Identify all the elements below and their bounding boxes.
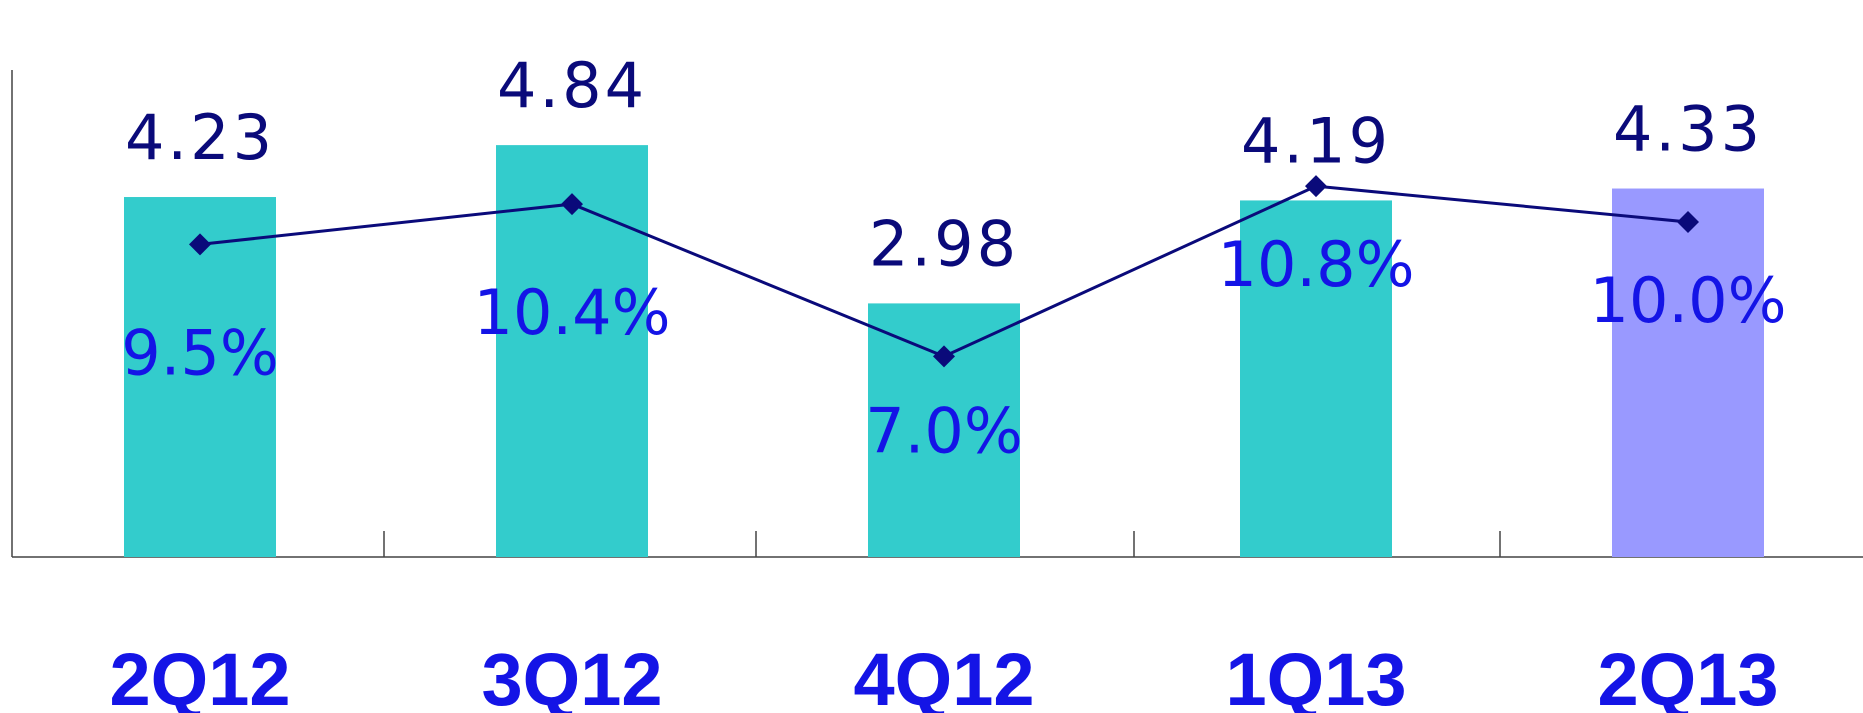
x-tick-label: 2Q13: [1597, 638, 1778, 713]
bar-value-label: 4.84: [497, 49, 647, 122]
line-value-label: 10.0%: [1590, 264, 1787, 337]
line-series: [189, 175, 1699, 368]
bar-value-label: 4.23: [125, 101, 275, 174]
line-value-label: 9.5%: [121, 316, 279, 389]
line-marker: [933, 345, 955, 368]
line-marker: [189, 233, 211, 256]
bar: [1240, 200, 1392, 557]
x-tick-label: 1Q13: [1225, 638, 1406, 713]
line-marker: [1677, 211, 1699, 233]
line-marker: [561, 193, 583, 216]
bar: [124, 197, 276, 558]
bar: [1612, 188, 1764, 557]
line-marker: [1305, 175, 1327, 198]
line-value-label: 10.8%: [1218, 228, 1415, 301]
line-value-label: 10.4%: [474, 276, 671, 349]
line-value-label: 7.0%: [865, 394, 1023, 467]
bar-value-label: 4.19: [1241, 104, 1391, 177]
labels: 4.23 4.84 2.98 4.19 4.33 9.5% 10.4% 7.0% 10.8% 10…: [109, 49, 1786, 713]
bar-value-label: 2.98: [869, 207, 1019, 280]
x-tick-label: 2Q12: [109, 638, 290, 713]
x-tick-label: 4Q12: [853, 638, 1034, 713]
bar-value-label: 4.33: [1613, 93, 1763, 166]
x-tick-label: 3Q12: [481, 638, 662, 713]
